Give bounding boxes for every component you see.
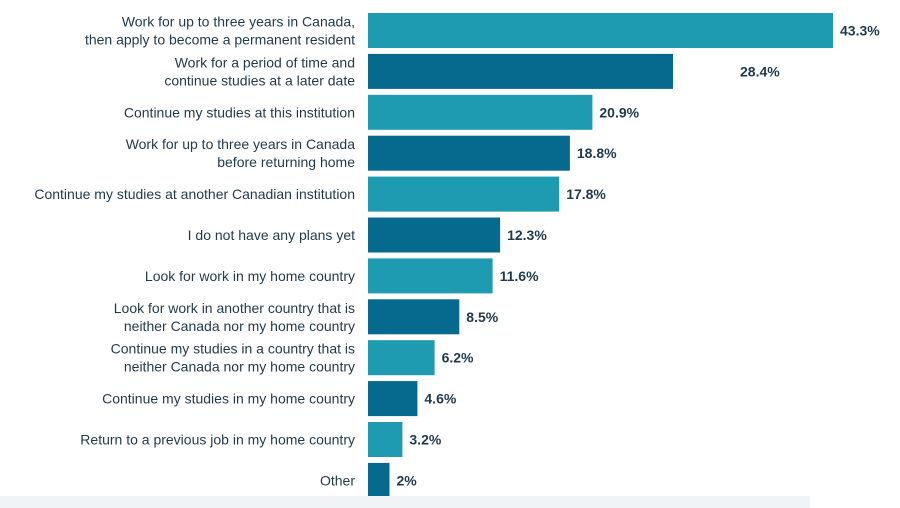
- category-label-6: Look for work in my home country: [145, 268, 355, 284]
- value-label-1: 28.4%: [740, 63, 780, 79]
- bar-2: [368, 94, 593, 130]
- value-label-7: 8.5%: [466, 309, 498, 325]
- bar-5: [368, 217, 501, 253]
- value-label-5: 12.3%: [507, 227, 547, 243]
- value-label-4: 17.8%: [566, 186, 606, 202]
- value-label-2: 20.9%: [599, 104, 639, 120]
- bar-4: [368, 176, 560, 212]
- category-label-9: Continue my studies in my home country: [102, 391, 355, 407]
- bar-0: [368, 13, 833, 48]
- category-label-7: Look for work in another country that is…: [114, 300, 355, 334]
- bar-6: [368, 258, 493, 294]
- value-label-11: 2%: [397, 472, 418, 488]
- category-label-1: Work for a period of time and continue st…: [164, 54, 355, 88]
- value-label-10: 3.2%: [409, 432, 441, 448]
- category-label-11: Other: [320, 472, 355, 488]
- value-label-3: 18.8%: [577, 145, 617, 161]
- value-label-9: 4.6%: [424, 391, 456, 407]
- category-label-10: Return to a previous job in my home coun…: [80, 432, 355, 448]
- bar-1: [368, 53, 673, 89]
- value-label-8: 6.2%: [442, 350, 474, 366]
- bar-11: [368, 462, 390, 498]
- category-label-5: I do not have any plans yet: [188, 227, 355, 243]
- category-label-8: Continue my studies in a country that is…: [111, 341, 355, 375]
- footer-band: [0, 496, 810, 508]
- bar-7: [368, 299, 460, 335]
- category-label-0: Work for up to three years in Canada, the…: [85, 14, 355, 48]
- bar-10: [368, 422, 403, 457]
- bar-3: [368, 135, 570, 171]
- category-label-4: Continue my studies at another Canadian …: [34, 186, 355, 202]
- value-label-0: 43.3%: [840, 23, 880, 39]
- value-label-6: 11.6%: [500, 268, 539, 284]
- category-label-2: Continue my studies at this institution: [124, 104, 355, 120]
- category-label-3: Work for up to three years in Canada befo…: [126, 136, 356, 170]
- bar-9: [368, 381, 418, 417]
- bar-8: [368, 340, 435, 376]
